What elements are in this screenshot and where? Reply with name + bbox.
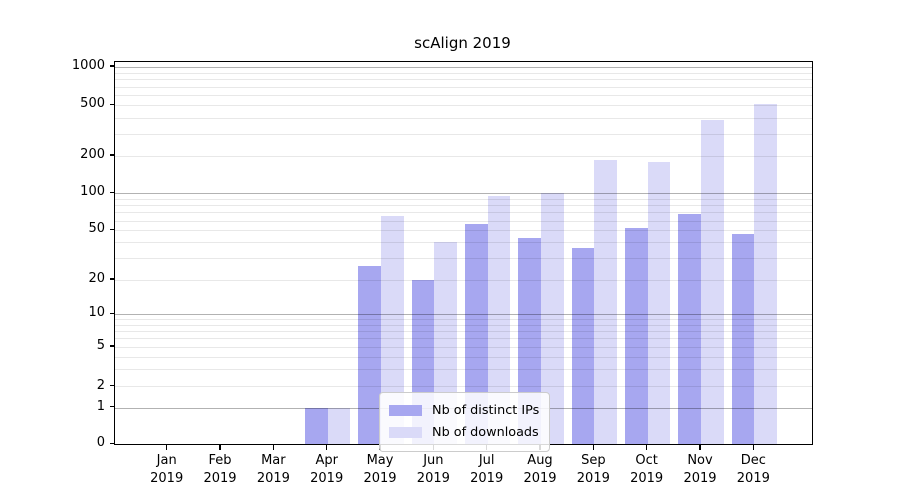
- y-tick-mark: [109, 228, 114, 230]
- x-tick-mark: [592, 444, 595, 450]
- bar-ips-jul: [464, 224, 488, 445]
- legend-swatch-distinct-ips: [389, 404, 422, 417]
- bar-downloads-sep: [594, 160, 618, 445]
- x-tick-label-aug: Aug 2019: [523, 453, 557, 486]
- minor-gridline: [115, 257, 812, 259]
- x-tick-label-dec: Dec 2019: [736, 453, 770, 486]
- minor-gridline: [115, 72, 812, 74]
- minor-gridline: [115, 338, 812, 340]
- x-tick-label-oct: Oct 2019: [630, 453, 664, 486]
- bar-downloads-apr: [327, 407, 351, 445]
- y-tick-label: 20: [88, 271, 105, 286]
- minor-gridline: [115, 220, 812, 222]
- bar-ips-may: [358, 265, 381, 445]
- minor-gridline: [115, 205, 812, 207]
- x-tick-label-feb: Feb 2019: [203, 453, 237, 486]
- minor-gridline: [115, 331, 812, 333]
- chart-title: scAlign 2019: [414, 34, 511, 52]
- minor-gridline: [115, 356, 812, 358]
- y-tick-label: 1: [96, 398, 105, 414]
- plot-area: Nb of distinct IPs Nb of downloads: [114, 60, 813, 452]
- bar-downloads-oct: [647, 161, 671, 445]
- minor-gridline: [115, 155, 812, 157]
- x-tick-label-jul: Jul 2019: [470, 453, 504, 486]
- bar-ips-nov: [678, 213, 701, 445]
- major-gridline: [115, 314, 812, 316]
- y-tick-label: 1000: [71, 58, 105, 73]
- legend-item-downloads: Nb of downloads: [389, 422, 539, 444]
- y-tick-label: 100: [80, 184, 105, 200]
- bar-downloads-nov: [701, 120, 724, 445]
- x-tick-mark: [166, 444, 168, 450]
- y-tick-label: 5: [96, 338, 105, 353]
- x-tick-mark: [272, 444, 275, 450]
- minor-gridline: [115, 95, 812, 97]
- legend-swatch-downloads: [389, 426, 422, 439]
- minor-gridline: [115, 279, 812, 281]
- x-tick-mark: [752, 444, 755, 450]
- minor-gridline: [115, 86, 812, 88]
- x-tick-label-sep: Sep 2019: [576, 453, 610, 486]
- y-tick-label: 10: [88, 305, 105, 321]
- x-tick-label-apr: Apr 2019: [310, 453, 344, 486]
- x-tick-mark: [219, 444, 221, 450]
- y-tick-mark: [109, 406, 114, 408]
- minor-gridline: [115, 133, 812, 135]
- minor-gridline: [115, 319, 812, 321]
- y-tick-mark: [109, 65, 114, 67]
- minor-gridline: [115, 369, 812, 370]
- x-tick-mark: [325, 444, 328, 450]
- y-tick-mark: [109, 191, 114, 193]
- y-tick-mark: [109, 345, 114, 347]
- y-tick-label: 200: [80, 147, 105, 162]
- minor-gridline: [115, 386, 812, 388]
- minor-gridline: [115, 346, 812, 348]
- y-tick-mark: [109, 442, 114, 444]
- y-tick-label: 2: [96, 377, 105, 393]
- minor-gridline: [115, 105, 812, 107]
- x-tick-mark: [699, 444, 701, 450]
- bar-downloads-aug: [541, 193, 564, 445]
- bar-downloads-may: [381, 216, 404, 445]
- x-tick-label-jan: Jan 2019: [150, 453, 184, 486]
- y-tick-mark: [109, 103, 114, 105]
- bar-downloads-jul: [487, 196, 511, 445]
- minor-gridline: [115, 79, 812, 81]
- major-gridline: [115, 193, 812, 195]
- legend-item-distinct-ips: Nb of distinct IPs: [389, 400, 539, 422]
- minor-gridline: [115, 198, 812, 200]
- minor-gridline: [115, 212, 812, 214]
- bar-ips-dec: [731, 233, 755, 445]
- y-tick-mark: [109, 154, 114, 156]
- minor-gridline: [115, 242, 812, 244]
- legend-label-distinct-ips: Nb of distinct IPs: [432, 403, 540, 419]
- minor-gridline: [115, 324, 812, 326]
- y-tick-label: 0: [96, 435, 105, 451]
- y-tick-mark: [109, 312, 114, 314]
- x-tick-label-jun: Jun 2019: [416, 453, 450, 486]
- x-tick-mark: [645, 444, 648, 450]
- x-tick-label-may: May 2019: [363, 453, 397, 486]
- y-tick-mark: [109, 278, 114, 280]
- minor-gridline: [115, 230, 812, 232]
- x-tick-label-nov: Nov 2019: [683, 453, 717, 486]
- bar-ips-oct: [624, 228, 648, 445]
- y-tick-label: 50: [88, 221, 105, 237]
- bar-ips-apr: [304, 407, 328, 445]
- legend-label-downloads: Nb of downloads: [432, 425, 539, 441]
- x-tick-label-mar: Mar 2019: [256, 453, 290, 486]
- minor-gridline: [115, 117, 812, 119]
- legend: Nb of distinct IPs Nb of downloads: [379, 391, 551, 452]
- bar-downloads-dec: [754, 104, 778, 445]
- y-tick-mark: [109, 384, 114, 387]
- major-gridline: [115, 66, 812, 68]
- y-tick-label: 500: [80, 96, 105, 112]
- bar-ips-sep: [571, 248, 595, 445]
